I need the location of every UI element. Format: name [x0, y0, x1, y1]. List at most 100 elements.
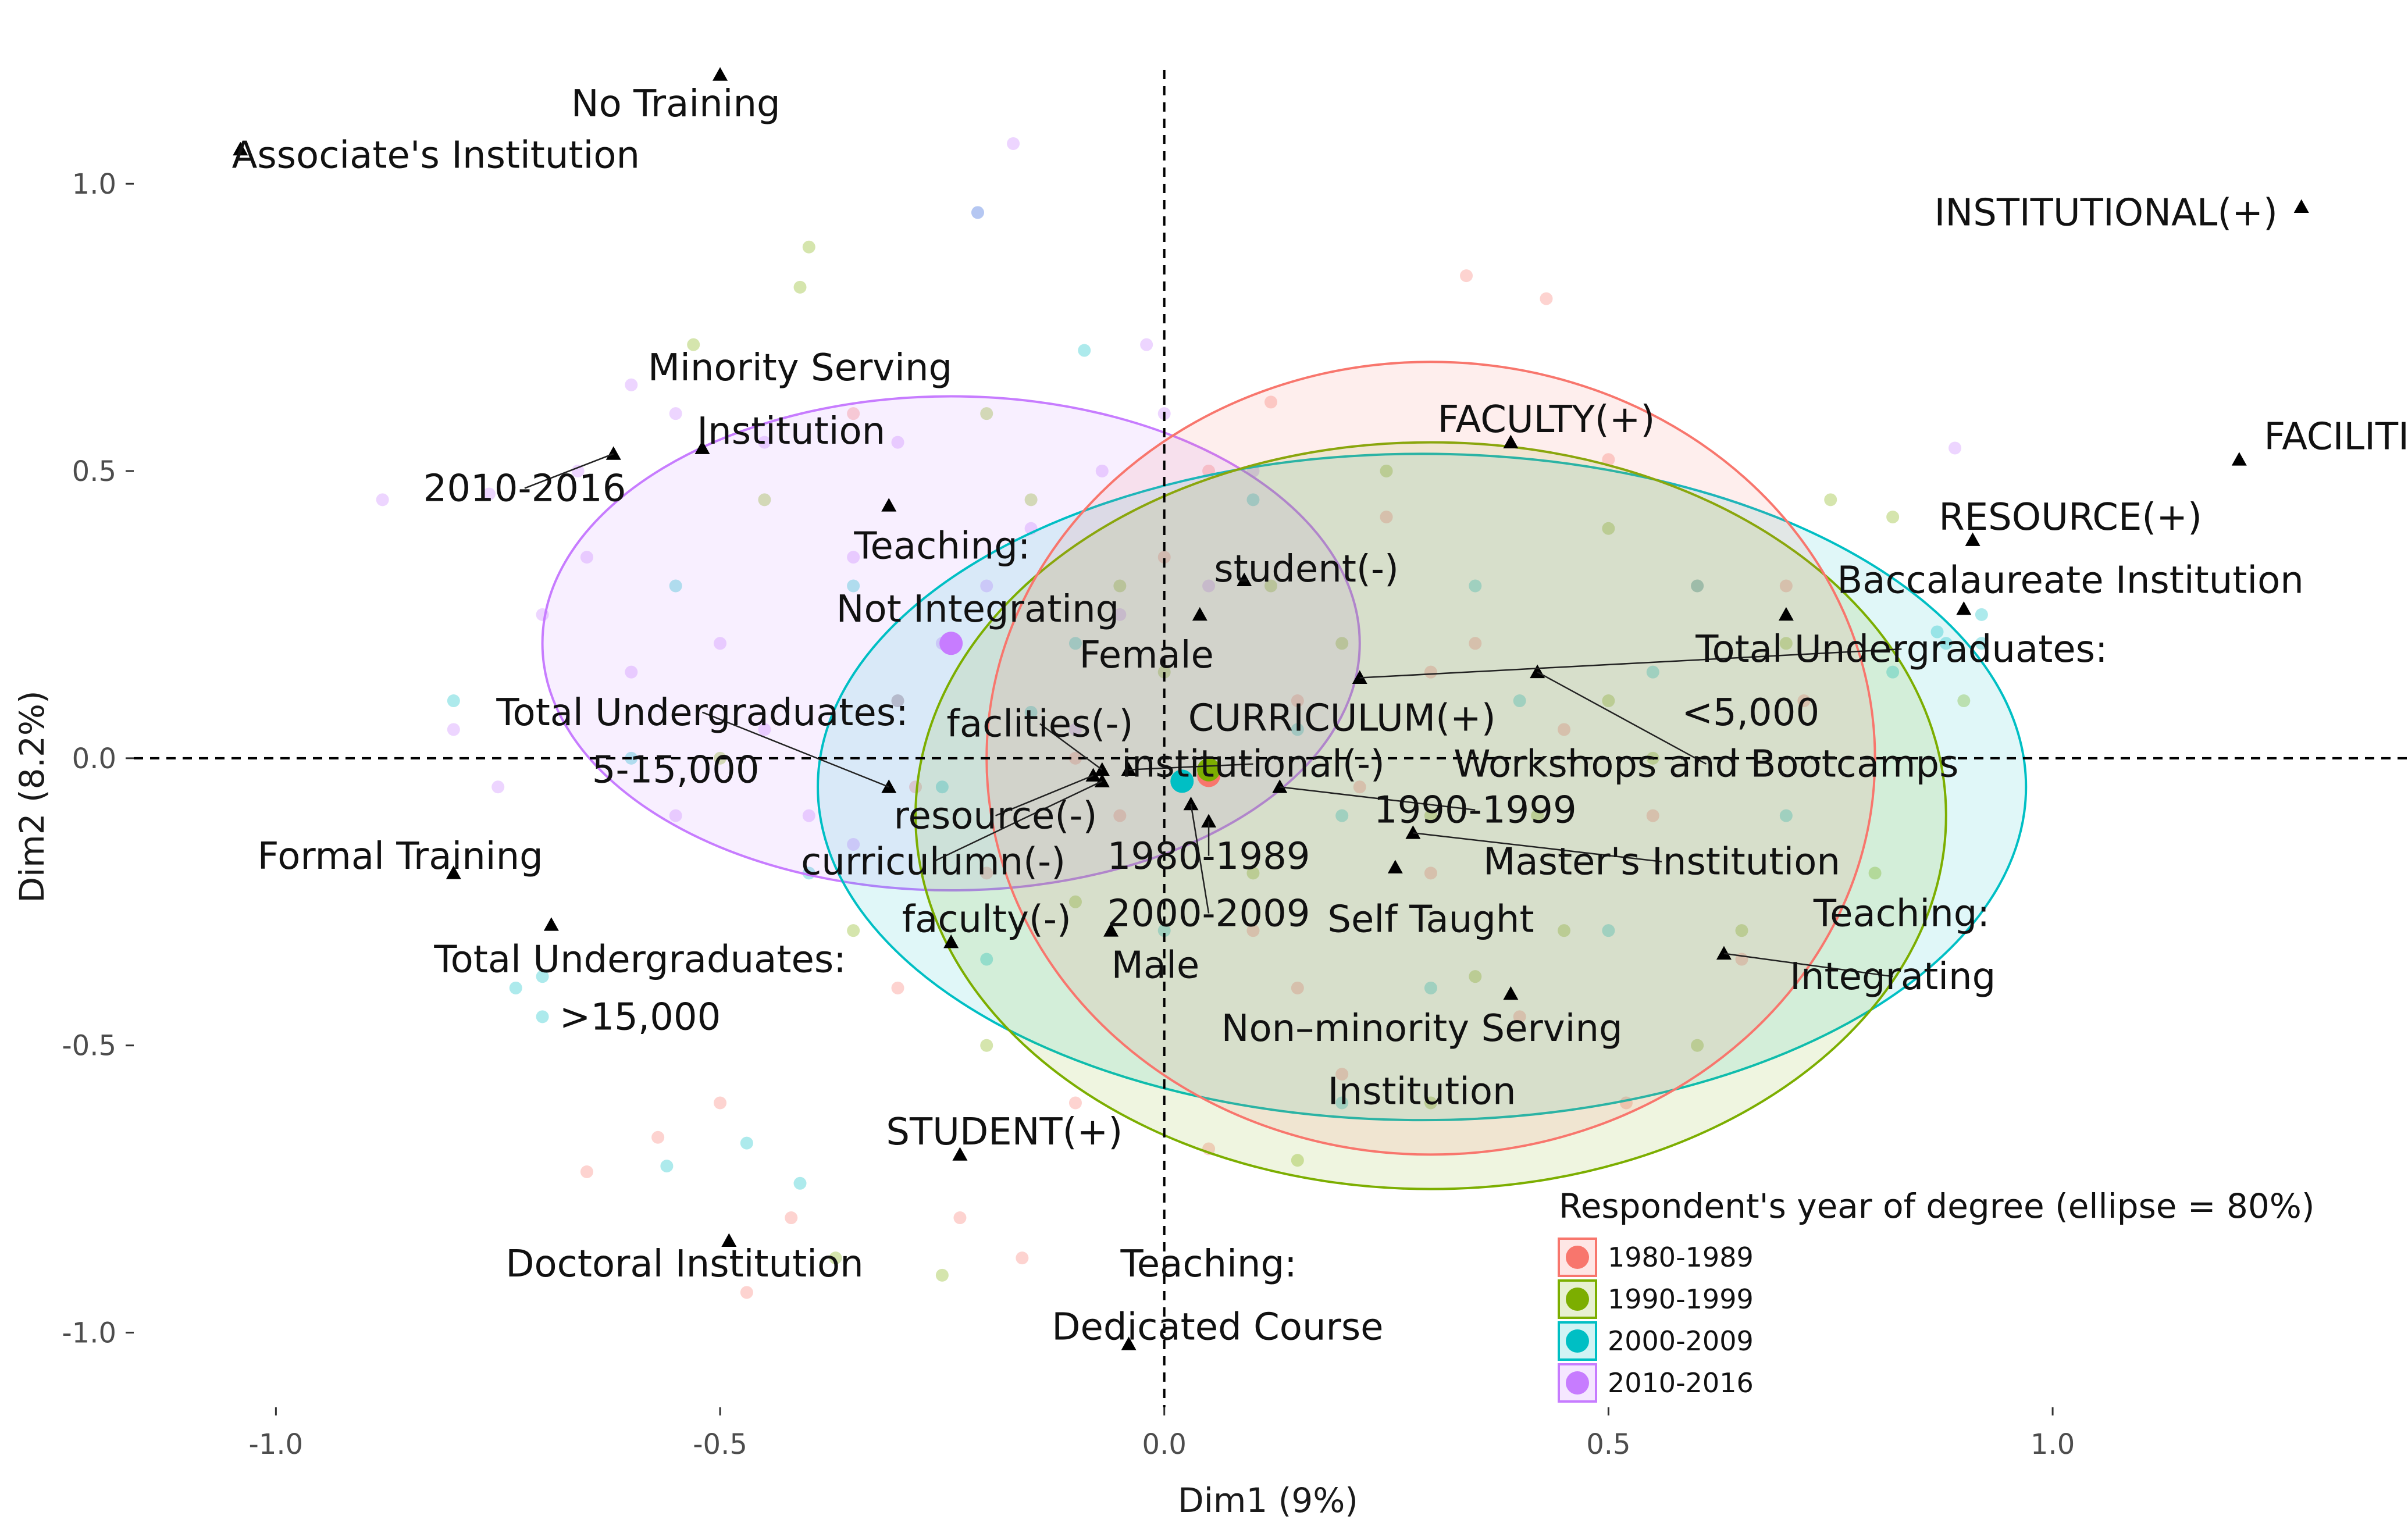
- individual-point: [1424, 866, 1437, 880]
- individual-point: [1113, 809, 1127, 822]
- category-triangle: [1503, 434, 1519, 448]
- individual-point: [935, 780, 949, 794]
- individual-point: [1779, 579, 1793, 593]
- label-connector: [1359, 648, 1902, 679]
- category-label: Institution: [1328, 1071, 1516, 1114]
- category-triangle: [1201, 814, 1217, 828]
- individual-point: [1691, 579, 1704, 593]
- individual-point: [1779, 637, 1793, 650]
- individual-point: [1335, 809, 1349, 822]
- category-triangle: [1956, 601, 1972, 615]
- category-label: resource(-): [894, 795, 1098, 838]
- individual-point: [793, 280, 807, 294]
- individual-point: [1202, 579, 1216, 593]
- category-label: Total Undergraduates:: [496, 691, 908, 734]
- individual-point: [714, 637, 727, 650]
- y-tick-label: -1.0: [62, 1317, 116, 1350]
- category-labels: No Training Associate's Institution INSTIT…: [232, 83, 2408, 1349]
- y-tick-label: 0.0: [72, 743, 116, 775]
- category-label: Non–minority Serving: [1221, 1007, 1623, 1050]
- individual-point: [1157, 924, 1171, 937]
- legend-label: 1990-1999: [1608, 1283, 1754, 1315]
- individual-point: [1264, 579, 1277, 593]
- x-tick-label: -0.5: [693, 1428, 747, 1461]
- individual-point: [891, 436, 904, 449]
- individual-point: [971, 206, 984, 219]
- individual-point: [1024, 705, 1038, 719]
- individual-point: [669, 407, 682, 420]
- individual-point: [687, 338, 700, 351]
- category-triangle: [952, 1147, 968, 1161]
- category-triangle: [1094, 773, 1110, 787]
- individual-point: [1424, 665, 1437, 679]
- individual-point: [1886, 665, 1900, 679]
- category-triangle: [1121, 1336, 1137, 1350]
- axes: -1.0 -0.5 0.0 0.5 1.0 -1.0 -0.5 0.0 0.5 1.0 Dim1 (…: [12, 168, 2075, 1520]
- individual-point: [1602, 694, 1615, 708]
- individual-point: [1291, 723, 1304, 736]
- legend-label: 1980-1989: [1608, 1242, 1754, 1273]
- individual-point: [1886, 510, 1900, 523]
- category-label: STUDENT(+): [886, 1111, 1123, 1154]
- category-label: 1980-1989: [1107, 835, 1310, 878]
- individual-point: [376, 493, 389, 507]
- category-triangle: [1085, 768, 1101, 782]
- individual-point: [802, 809, 815, 822]
- label-connector: [702, 711, 889, 788]
- category-triangle: [881, 498, 897, 512]
- individual-point: [847, 838, 860, 851]
- individual-point: [1078, 344, 1091, 357]
- label-connector: [524, 453, 614, 489]
- category-label: <5,000: [1682, 691, 1819, 734]
- individual-point: [1246, 493, 1260, 507]
- individual-point: [1646, 665, 1659, 679]
- reference-lines: [134, 70, 2408, 1407]
- individual-point: [1930, 625, 1944, 639]
- individual-point: [1558, 723, 1571, 736]
- label-connector: [933, 780, 1103, 862]
- x-axis-title: Dim1 (9%): [1178, 1481, 1358, 1520]
- y-tick-label: 1.0: [72, 168, 116, 201]
- individual-point: [1157, 665, 1171, 679]
- label-connector: [1537, 671, 1707, 765]
- legend-key-dot: [1566, 1371, 1589, 1395]
- category-triangle: [1965, 532, 1980, 546]
- category-label: curriculumn(-): [801, 841, 1066, 884]
- individual-point: [1646, 809, 1659, 822]
- individual-point: [909, 780, 922, 794]
- individual-point: [1460, 269, 1473, 283]
- individual-point: [536, 970, 549, 983]
- individual-point: [980, 407, 993, 420]
- individual-point: [1602, 924, 1615, 937]
- category-label: CURRICULUM(+): [1188, 697, 1496, 740]
- individual-point: [847, 407, 860, 420]
- category-label: >15,000: [560, 996, 721, 1039]
- individual-point: [714, 1096, 727, 1110]
- category-label: 5-15,000: [592, 749, 760, 792]
- category-label: 1990-1999: [1374, 789, 1577, 832]
- individual-point: [1068, 1096, 1082, 1110]
- category-label: faculty(-): [902, 898, 1071, 941]
- individual-point: [669, 809, 682, 822]
- individual-point: [1335, 1096, 1349, 1110]
- x-tick-label: 0.5: [1586, 1428, 1630, 1461]
- individual-point: [1246, 924, 1260, 937]
- group-centroid: [939, 632, 963, 655]
- individual-point: [1264, 395, 1277, 409]
- category-triangle: [1352, 670, 1367, 684]
- individual-point: [580, 1165, 593, 1179]
- individual-point: [740, 1136, 753, 1150]
- individual-point: [1291, 694, 1304, 708]
- individual-point: [935, 1268, 949, 1282]
- category-label: Doctoral Institution: [505, 1243, 863, 1286]
- individual-point: [793, 1176, 807, 1190]
- individual-point: [1939, 637, 1953, 650]
- group-centroids: [939, 632, 1221, 793]
- category-label: Female: [1079, 634, 1213, 677]
- category-label: Teaching:: [1813, 893, 1990, 936]
- legend-key-dot: [1566, 1246, 1589, 1269]
- label-connector: [995, 775, 1094, 816]
- individual-point: [1949, 441, 1962, 455]
- individual-point: [1797, 694, 1811, 708]
- category-triangle: [1121, 762, 1137, 776]
